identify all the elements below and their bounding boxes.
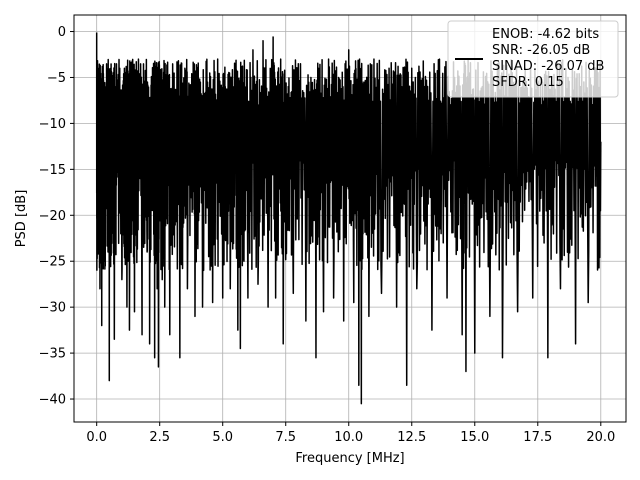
x-tick-label: 5.0	[212, 430, 233, 445]
y-tick-label: 0	[58, 25, 66, 40]
y-tick-label: −35	[39, 347, 66, 362]
x-tick-label: 7.5	[275, 430, 296, 445]
legend: ENOB: -4.62 bits SNR: -26.05 dB SINAD: -…	[447, 20, 619, 98]
y-tick-label: −30	[39, 301, 66, 316]
y-axis-label: PSD [dB]	[14, 190, 29, 248]
legend-entry-sfdr: SFDR: 0.15	[492, 75, 564, 90]
x-tick-label: 2.5	[149, 430, 170, 445]
x-ticks: 0.0 2.5 5.0 7.5 10.0 12.5 15.0 17.5 20.0	[86, 422, 615, 445]
x-tick-label: 10.0	[334, 430, 363, 445]
x-tick-label: 17.5	[523, 430, 552, 445]
legend-entry-sinad: SINAD: -26.07 dB	[492, 59, 604, 74]
series-group	[95, 32, 602, 405]
y-tick-label: −15	[39, 163, 66, 178]
axes-frame	[73, 14, 627, 423]
x-tick-label: 20.0	[586, 430, 615, 445]
x-tick-label: 0.0	[86, 430, 107, 445]
legend-entry-snr: SNR: -26.05 dB	[492, 43, 590, 58]
psd-series-line	[95, 32, 602, 405]
y-tick-label: −10	[39, 117, 66, 132]
y-tick-label: −40	[39, 393, 66, 408]
x-tick-label: 15.0	[460, 430, 489, 445]
y-ticks: 0 −5 −10 −15 −20 −25 −30 −35 −40	[39, 25, 74, 408]
x-tick-label: 12.5	[397, 430, 426, 445]
y-tick-label: −5	[47, 71, 66, 86]
legend-entry-enob: ENOB: -4.62 bits	[492, 27, 599, 42]
x-axis-label: Frequency [MHz]	[295, 451, 404, 466]
legend-box	[447, 20, 619, 98]
y-tick-label: −20	[39, 209, 66, 224]
y-tick-label: −25	[39, 255, 66, 270]
